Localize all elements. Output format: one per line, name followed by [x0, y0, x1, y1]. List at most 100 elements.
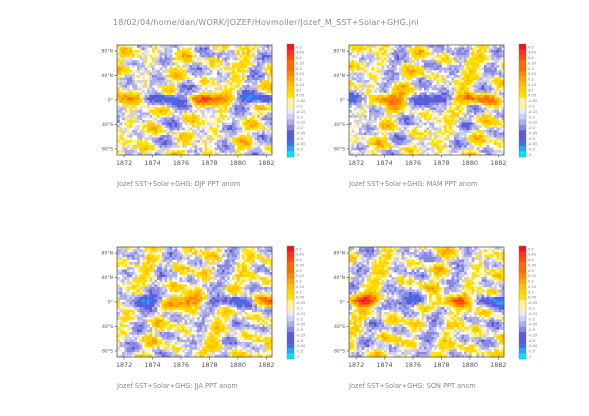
- heatmap-cell: [179, 77, 183, 81]
- heatmap-cell: [361, 92, 365, 96]
- heatmap-cell: [119, 130, 123, 133]
- heatmap-cell: [401, 92, 405, 96]
- heatmap-cell: [117, 65, 120, 68]
- heatmap-cell: [474, 117, 477, 121]
- heatmap-cell: [232, 57, 235, 61]
- heatmap-cell: [349, 87, 352, 91]
- heatmap-cell: [476, 135, 480, 138]
- heatmap-cell: [269, 249, 273, 253]
- heatmap-cell: [154, 70, 158, 73]
- heatmap-cell: [147, 102, 150, 106]
- heatmap-cell: [404, 45, 407, 48]
- heatmap-cell: [456, 102, 460, 106]
- heatmap-cell: [154, 150, 158, 153]
- heatmap-cell: [234, 102, 238, 106]
- heatmap-cell: [424, 130, 427, 133]
- heatmap-cell: [209, 102, 213, 106]
- heatmap-cell: [466, 135, 470, 138]
- heatmap-cell: [222, 247, 225, 250]
- heatmap-cell: [381, 77, 385, 81]
- heatmap-cell: [169, 125, 173, 128]
- heatmap-cell: [234, 122, 238, 126]
- heatmap-cell: [137, 117, 140, 121]
- heatmap-cell: [184, 97, 188, 101]
- heatmap-cell: [429, 97, 432, 101]
- heatmap-cell: [499, 132, 502, 136]
- heatmap-cell: [117, 117, 120, 121]
- heatmap-cell: [209, 85, 213, 88]
- heatmap-cell: [259, 117, 263, 121]
- heatmap-cell: [399, 95, 402, 98]
- heatmap-cell: [396, 142, 400, 146]
- heatmap-cell: [254, 117, 258, 121]
- heatmap-cell: [449, 127, 452, 131]
- heatmap-cell: [134, 82, 138, 86]
- heatmap-cell: [391, 102, 395, 106]
- heatmap-cell: [267, 152, 270, 156]
- heatmap-cell: [257, 100, 260, 103]
- heatmap-cell: [464, 137, 467, 141]
- heatmap-cell: [481, 67, 485, 71]
- heatmap-cell: [174, 127, 178, 131]
- heatmap-cell: [269, 70, 273, 73]
- heatmap-cell: [399, 72, 402, 76]
- heatmap-cell: [182, 85, 185, 88]
- heatmap-cell: [142, 150, 145, 153]
- heatmap-cell: [361, 145, 365, 148]
- heatmap-cell: [451, 77, 455, 81]
- heatmap-cell: [404, 102, 407, 106]
- heatmap-cell: [194, 45, 198, 48]
- heatmap-cell: [489, 57, 492, 61]
- heatmap-cell: [169, 75, 173, 78]
- heatmap-cell: [162, 62, 165, 66]
- heatmap-cell: [486, 112, 490, 116]
- heatmap-cell: [381, 55, 385, 58]
- heatmap-cell: [197, 140, 200, 143]
- heatmap-cell: [119, 52, 123, 56]
- heatmap-cell: [177, 80, 180, 83]
- heatmap-cell: [222, 135, 225, 138]
- heatmap-cell: [461, 125, 465, 128]
- colorbar-swatch: [519, 119, 526, 125]
- heatmap-cell: [446, 125, 450, 128]
- heatmap-cell: [411, 142, 415, 146]
- heatmap-cell: [209, 252, 213, 255]
- heatmap-cell: [177, 55, 180, 58]
- heatmap-cell: [204, 152, 208, 156]
- heatmap-cell: [264, 127, 268, 131]
- heatmap-cell: [461, 45, 465, 48]
- heatmap-cell: [384, 47, 387, 51]
- heatmap-cell: [259, 100, 263, 103]
- heatmap-cell: [394, 110, 397, 113]
- heatmap-cell: [399, 45, 402, 48]
- heatmap-cell: [454, 50, 457, 53]
- heatmap-cell: [461, 52, 465, 56]
- heatmap-cell: [234, 254, 238, 258]
- heatmap-cell: [499, 77, 502, 81]
- heatmap-cell: [187, 47, 190, 51]
- heatmap-cell: [157, 125, 160, 128]
- heatmap-cell: [169, 132, 173, 136]
- heatmap-cell: [169, 252, 173, 255]
- heatmap-cell: [252, 85, 255, 88]
- heatmap-cell: [252, 147, 255, 151]
- heatmap-cell: [456, 145, 460, 148]
- heatmap-cell: [436, 107, 440, 111]
- heatmap-cell: [122, 152, 125, 156]
- heatmap-cell: [187, 122, 190, 126]
- heatmap-cell: [461, 132, 465, 136]
- heatmap-cell: [471, 50, 475, 53]
- heatmap-cell: [122, 145, 125, 148]
- heatmap-cell: [449, 102, 452, 106]
- heatmap-cell: [269, 122, 273, 126]
- heatmap-cell: [142, 65, 145, 68]
- heatmap-cell: [177, 252, 180, 255]
- heatmap-cell: [234, 87, 238, 91]
- heatmap-cell: [184, 85, 188, 88]
- heatmap-cell: [409, 152, 412, 156]
- heatmap-cell: [349, 147, 352, 151]
- heatmap-cell: [122, 45, 125, 48]
- heatmap-cell: [401, 100, 405, 103]
- heatmap-cell: [162, 147, 165, 151]
- heatmap-cell: [474, 67, 477, 71]
